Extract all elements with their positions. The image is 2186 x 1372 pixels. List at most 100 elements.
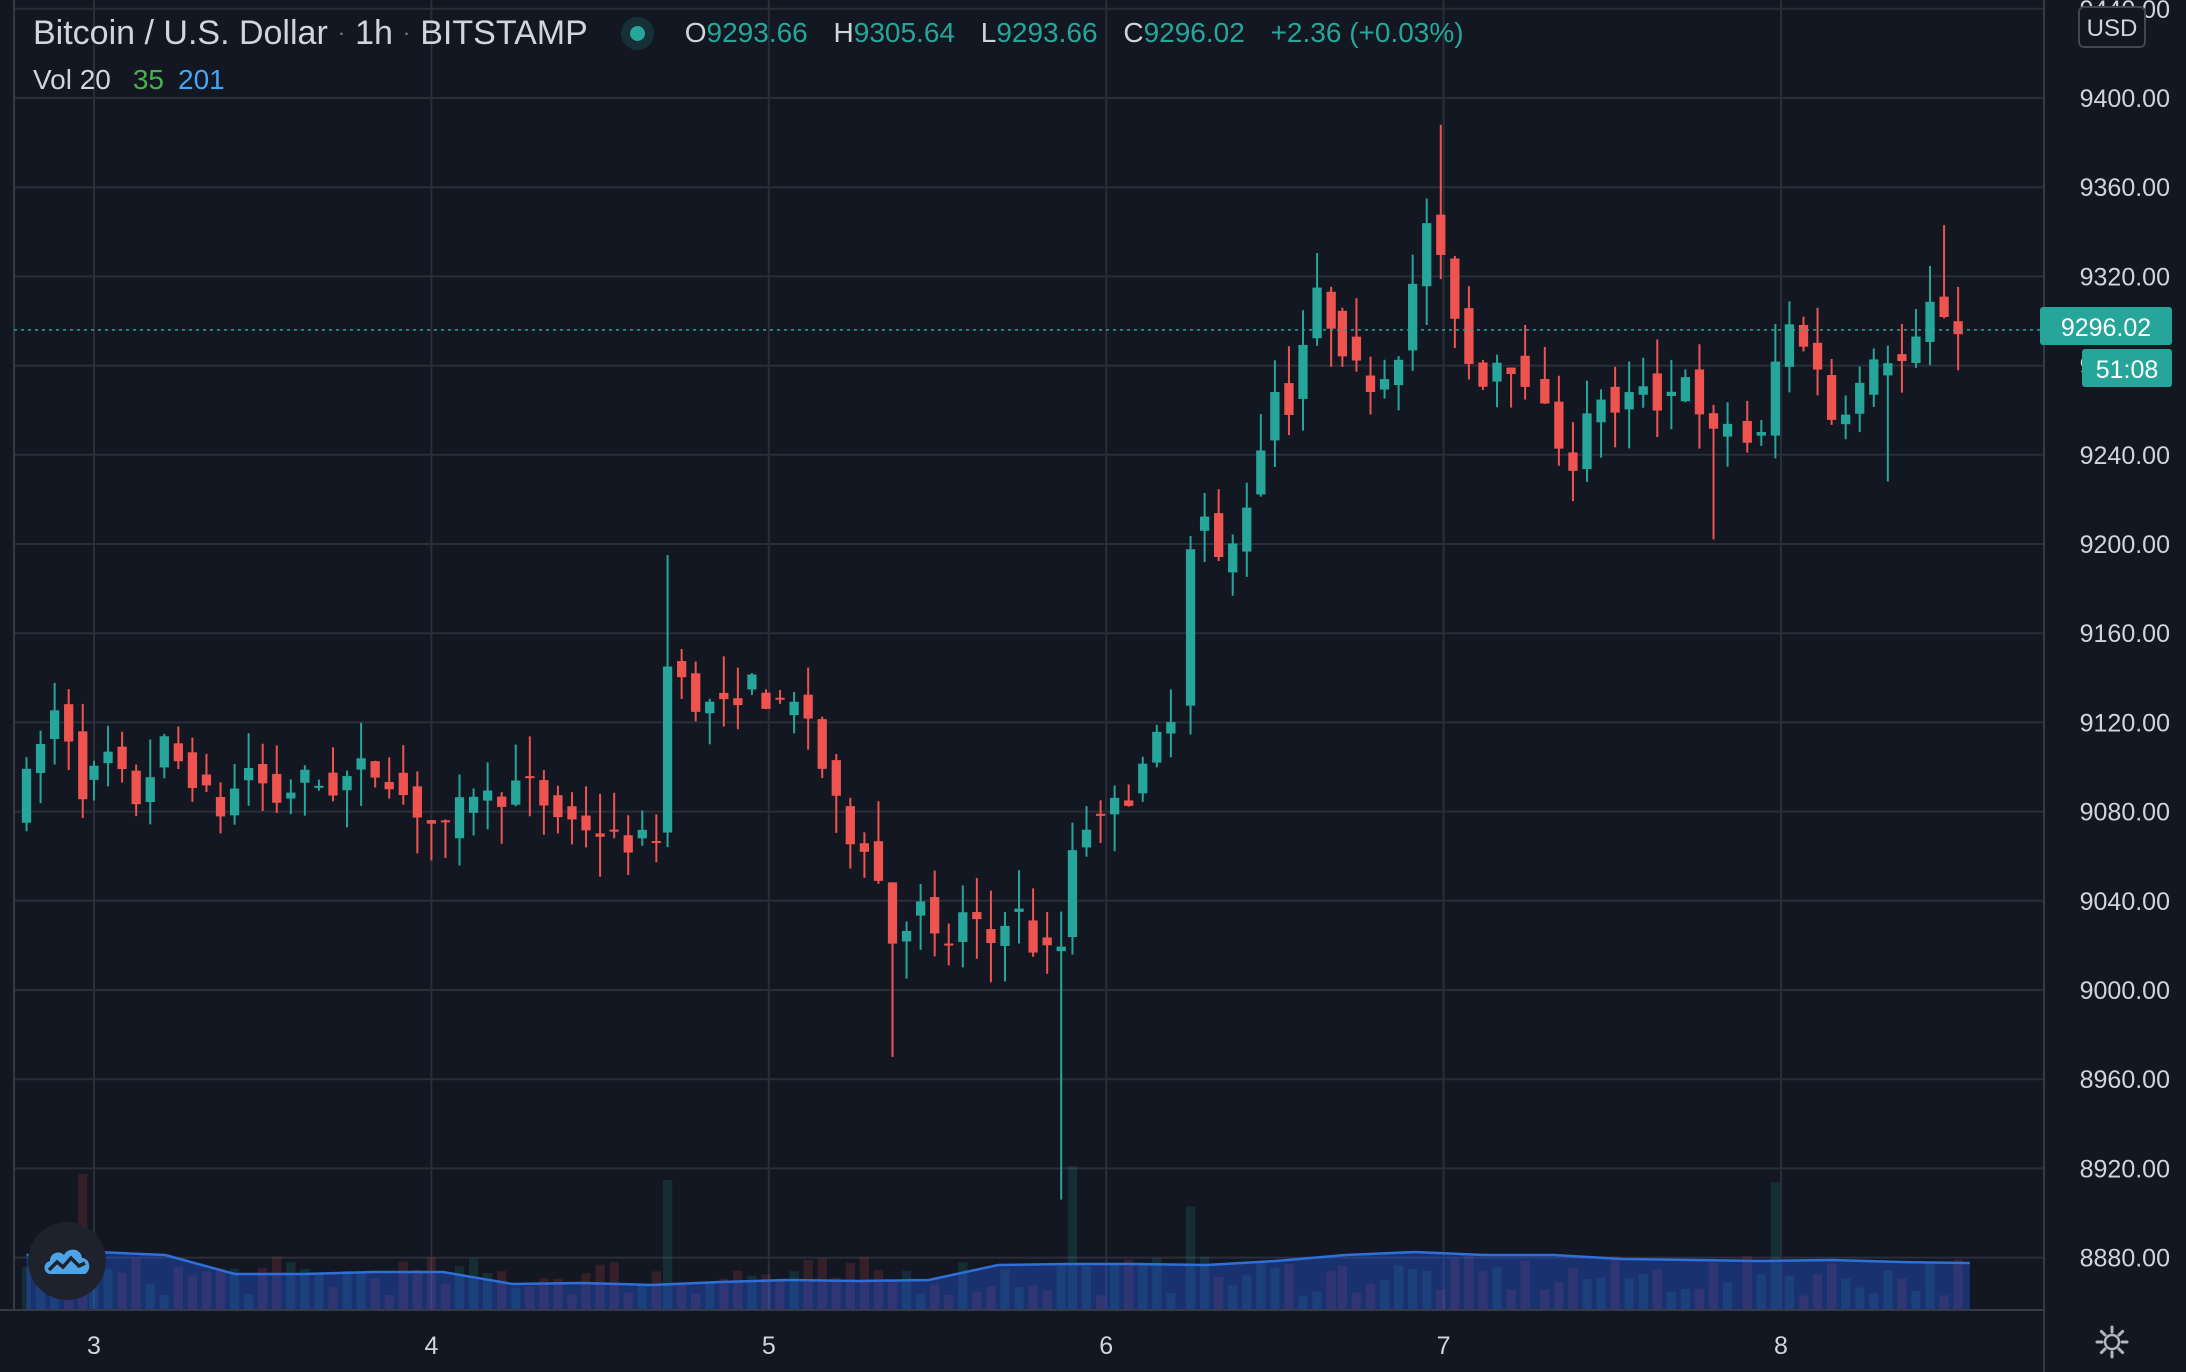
candle-body[interactable] (286, 792, 296, 799)
candle-body[interactable] (1911, 336, 1921, 363)
candle-body[interactable] (1826, 375, 1837, 420)
candle-body[interactable] (215, 796, 226, 817)
candle-body[interactable] (705, 701, 715, 714)
candle-body[interactable] (1680, 377, 1691, 402)
candle-body[interactable] (356, 758, 366, 770)
candle-body[interactable] (1554, 401, 1564, 449)
candle-body[interactable] (1624, 392, 1634, 410)
candle-body[interactable] (651, 840, 661, 843)
candle-body[interactable] (468, 796, 479, 813)
candle-body[interactable] (454, 797, 465, 839)
candle-body[interactable] (49, 710, 60, 740)
candle-body[interactable] (567, 806, 577, 820)
candle-body[interactable] (35, 743, 46, 774)
candle-body[interactable] (89, 765, 99, 780)
candle-body[interactable] (1582, 413, 1592, 470)
candle-body[interactable] (1337, 310, 1348, 357)
candle-body[interactable] (915, 901, 926, 916)
candle-body[interactable] (930, 897, 940, 934)
candle-body[interactable] (145, 777, 155, 803)
candle-body[interactable] (719, 692, 729, 700)
candle-body[interactable] (623, 835, 633, 853)
candle-body[interactable] (21, 768, 32, 823)
candle-body[interactable] (342, 776, 352, 791)
candle-body[interactable] (525, 776, 535, 779)
candle-body[interactable] (131, 770, 141, 805)
candle-body[interactable] (859, 843, 870, 852)
candle-body[interactable] (1478, 362, 1488, 387)
candle-body[interactable] (1540, 378, 1550, 404)
symbol-name[interactable]: Bitcoin / U.S. Dollar (33, 13, 328, 52)
currency-button[interactable]: USD (2078, 6, 2146, 48)
candle-body[interactable] (1770, 361, 1781, 436)
candle-body[interactable] (1450, 258, 1460, 319)
candle-body[interactable] (1596, 399, 1606, 423)
candle-body[interactable] (1326, 291, 1336, 329)
tradingview-logo-icon[interactable] (28, 1222, 106, 1300)
candle-body[interactable] (398, 772, 408, 796)
candle-body[interactable] (201, 774, 212, 786)
candle-body[interactable] (1138, 763, 1148, 794)
candle-body[interactable] (511, 780, 521, 805)
candle-body[interactable] (78, 731, 88, 800)
candle-body[interactable] (761, 692, 771, 709)
candle-body[interactable] (1056, 946, 1066, 952)
candle-body[interactable] (1000, 925, 1010, 946)
volume-legend[interactable]: Vol 20 35 201 (33, 64, 225, 96)
candle-body[interactable] (1081, 829, 1092, 848)
candle-body[interactable] (845, 806, 855, 845)
candle-body[interactable] (1520, 355, 1530, 387)
candle-body[interactable] (733, 698, 743, 706)
candle-body[interactable] (370, 761, 380, 778)
candle-body[interactable] (873, 841, 884, 881)
candle-body[interactable] (1095, 813, 1106, 816)
candle-body[interactable] (581, 815, 591, 831)
candle-body[interactable] (328, 772, 338, 796)
candle-body[interactable] (1492, 362, 1502, 382)
candle-body[interactable] (1067, 850, 1078, 938)
candle-body[interactable] (609, 829, 619, 832)
candle-body[interactable] (272, 773, 282, 803)
candle-body[interactable] (117, 746, 127, 770)
candle-body[interactable] (1812, 342, 1823, 370)
candle-body[interactable] (1228, 543, 1238, 573)
candle-body[interactable] (1694, 369, 1705, 415)
candle-body[interactable] (384, 782, 394, 790)
candle-body[interactable] (1798, 324, 1809, 347)
candle-body[interactable] (1722, 423, 1733, 437)
candle-body[interactable] (1897, 354, 1907, 362)
candle-body[interactable] (258, 764, 268, 784)
candle-body[interactable] (1953, 321, 1963, 335)
candle-body[interactable] (412, 786, 422, 818)
candle-body[interactable] (1042, 937, 1052, 946)
candle-body[interactable] (1855, 382, 1865, 414)
candle-body[interactable] (972, 912, 982, 920)
candle-body[interactable] (676, 661, 687, 678)
candle-body[interactable] (1256, 450, 1266, 495)
candle-body[interactable] (1506, 367, 1516, 374)
candle-body[interactable] (314, 785, 324, 788)
candle-body[interactable] (1214, 513, 1224, 558)
candle-body[interactable] (244, 767, 254, 781)
candle-body[interactable] (173, 743, 183, 762)
candle-body[interactable] (1756, 432, 1766, 436)
candle-body[interactable] (1708, 413, 1719, 429)
settings-gear-icon[interactable] (2094, 1324, 2130, 1360)
candle-body[interactable] (1365, 375, 1376, 393)
candle-body[interactable] (64, 704, 74, 742)
candle-body[interactable] (831, 760, 841, 796)
candle-body[interactable] (986, 929, 996, 944)
market-status-icon[interactable] (629, 25, 645, 41)
candle-body[interactable] (1869, 359, 1879, 395)
candle-body[interactable] (1166, 722, 1176, 734)
candle-body[interactable] (553, 795, 563, 818)
candle-body[interactable] (1124, 800, 1134, 806)
candle-body[interactable] (775, 697, 785, 700)
candle-body[interactable] (1298, 344, 1308, 399)
candles[interactable] (21, 124, 1963, 1200)
candle-body[interactable] (1883, 363, 1893, 376)
candle-body[interactable] (159, 736, 169, 768)
candle-body[interactable] (482, 790, 493, 801)
